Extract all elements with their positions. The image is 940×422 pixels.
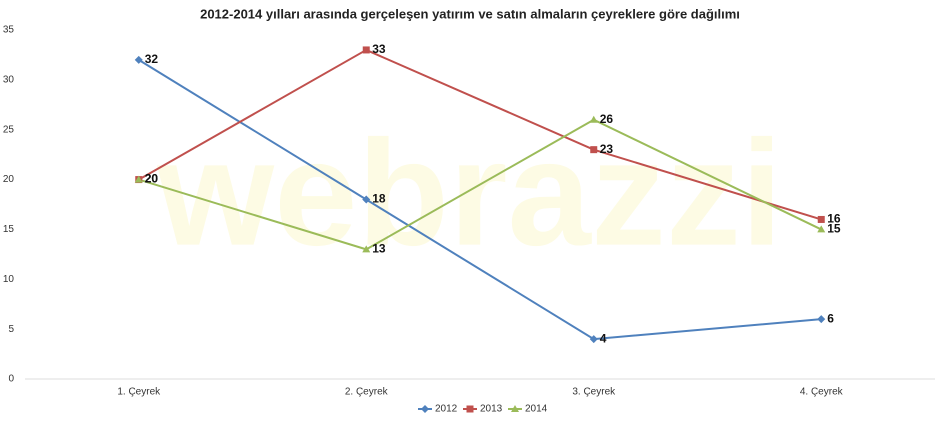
marker <box>817 215 825 223</box>
x-tick-label: 3. Çeyrek <box>572 387 616 398</box>
y-tick-label: 5 <box>8 324 14 335</box>
marker <box>817 225 826 233</box>
x-tick-label: 2. Çeyrek <box>345 387 389 398</box>
legend-label: 2012 <box>435 404 458 415</box>
data-label: 20 <box>145 172 159 186</box>
watermark: webrazzi <box>156 109 782 277</box>
data-label: 15 <box>827 222 841 236</box>
data-label: 4 <box>600 331 607 345</box>
marker <box>511 405 519 412</box>
data-label: 13 <box>372 242 386 256</box>
series-line <box>138 48 822 221</box>
marker <box>817 315 826 324</box>
legend-label: 2013 <box>480 404 503 415</box>
legend-label: 2014 <box>525 404 548 415</box>
x-tick-label: 1. Çeyrek <box>117 387 161 398</box>
data-label: 16 <box>827 212 841 226</box>
y-tick-label: 25 <box>3 124 15 135</box>
marker <box>362 46 370 54</box>
y-tick-label: 0 <box>8 374 14 385</box>
x-tick-label: 4. Çeyrek <box>800 387 844 398</box>
chart-title: 2012-2014 yılları arasında gerçeleşen ya… <box>200 6 740 21</box>
marker <box>362 195 371 204</box>
marker <box>134 175 143 183</box>
marker <box>421 405 429 413</box>
data-label: 32 <box>145 52 159 66</box>
marker <box>362 245 371 253</box>
y-tick-label: 30 <box>3 74 15 85</box>
data-label: 33 <box>372 42 386 56</box>
data-label: 18 <box>372 192 386 206</box>
data-label: 23 <box>600 142 614 156</box>
y-tick-label: 35 <box>3 25 15 36</box>
marker <box>589 335 598 344</box>
y-tick-label: 10 <box>3 274 15 285</box>
marker <box>134 55 143 64</box>
y-tick-label: 20 <box>3 174 15 185</box>
series-line <box>138 59 822 341</box>
marker <box>589 115 598 123</box>
marker <box>466 405 474 413</box>
series-line <box>138 118 822 251</box>
data-label: 20 <box>145 172 159 186</box>
y-tick-label: 15 <box>3 224 15 235</box>
marker <box>590 146 598 154</box>
data-label: 6 <box>827 311 834 325</box>
data-label: 26 <box>600 112 614 126</box>
